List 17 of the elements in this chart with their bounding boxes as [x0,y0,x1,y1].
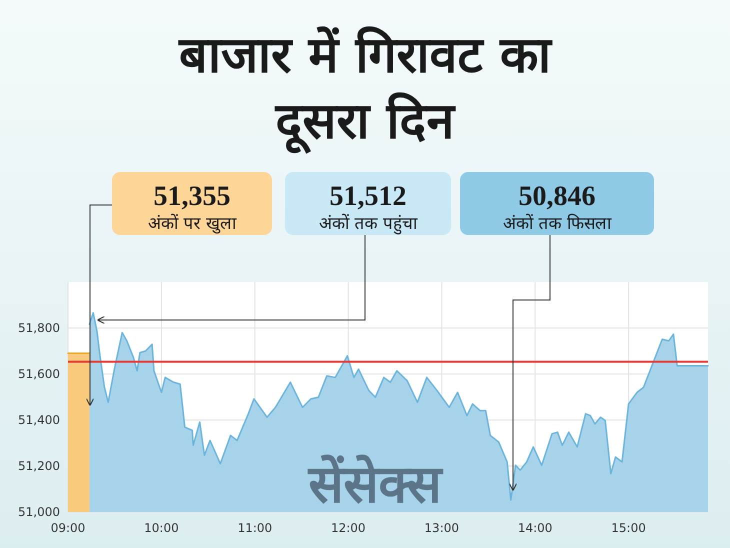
y-tick-label: 51,200 [18,459,60,474]
y-tick-label: 51,800 [18,321,60,336]
x-tick-label: 10:00 [144,521,179,535]
y-tick-label: 51,000 [18,505,60,520]
x-tick-label: 09:00 [50,521,86,535]
chart-title: बाजार में गिरावट का दूसरा दिन [178,26,554,154]
x-tick-label: 15:00 [611,521,646,535]
text: 51,355 अंकों पर खुला [148,181,237,234]
y-tick-label: 51,400 [18,413,60,428]
text: 50,846 अंकों तक फिसला [503,181,612,234]
x-tick-label: 14:00 [518,521,552,535]
x-tick-label: 11:00 [238,521,272,535]
x-tick-label: 12:00 [330,521,366,535]
y-tick-label: 51,600 [18,367,60,382]
x-tick-label: 13:00 [424,521,460,535]
text: 51,512 अंकों तक पहुंचा [319,181,418,235]
annotation: सेंसेक्स [308,454,444,515]
